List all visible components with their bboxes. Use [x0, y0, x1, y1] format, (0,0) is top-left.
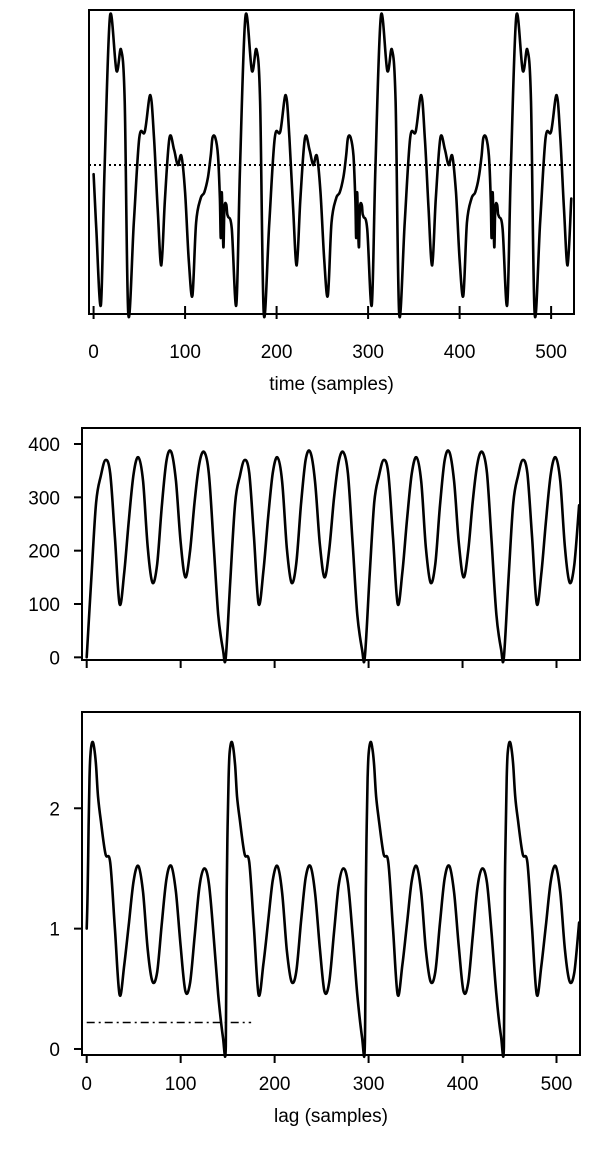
- x-axis-label: time (samples): [269, 374, 394, 395]
- series-line: [85, 740, 581, 1058]
- panel-normalized-difference: 0 100 200 300 400 500 0 1 2 lag (samples): [49, 711, 581, 1127]
- y-tick-label: 0: [49, 1040, 60, 1061]
- x-tick-label: 200: [259, 1074, 291, 1095]
- x-tick-label: 100: [169, 342, 201, 363]
- x-tick-label: 400: [447, 1074, 479, 1095]
- plot-frame: [81, 427, 581, 661]
- x-tick-label: 0: [81, 1074, 92, 1095]
- y-tick-label: 2: [49, 799, 60, 820]
- x-tick-label: 500: [535, 342, 567, 363]
- series-line: [85, 449, 581, 664]
- series-line: [92, 12, 573, 319]
- y-tick-label: 1: [49, 920, 60, 941]
- y-tick-label: 300: [28, 488, 60, 509]
- x-tick-label: 400: [444, 342, 476, 363]
- y-tick-label: 400: [28, 435, 60, 456]
- x-axis-label: lag (samples): [274, 1106, 388, 1127]
- y-tick-label: 200: [28, 542, 60, 563]
- panel-difference-function: 0 100 200 300 400: [28, 427, 581, 669]
- plot-frame: [88, 9, 575, 315]
- plot-frame: [81, 711, 581, 1056]
- x-tick-label: 0: [88, 342, 99, 363]
- x-tick-label: 500: [541, 1074, 573, 1095]
- y-tick-label: 100: [28, 595, 60, 616]
- y-tick-label: 0: [49, 648, 60, 669]
- x-tick-label: 300: [353, 1074, 385, 1095]
- x-tick-label: 200: [261, 342, 293, 363]
- x-tick-label: 100: [165, 1074, 197, 1095]
- x-tick-label: 300: [352, 342, 384, 363]
- panel-waveform: 0 100 200 300 400 500 time (samples): [88, 9, 575, 395]
